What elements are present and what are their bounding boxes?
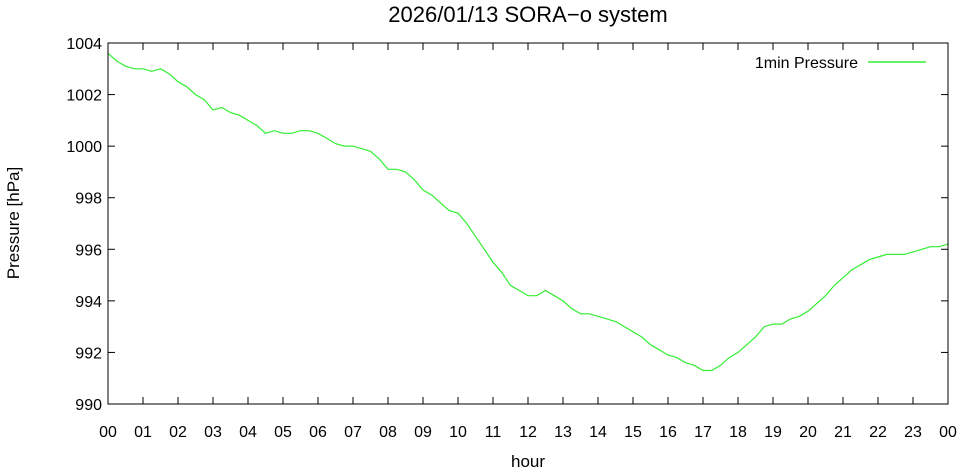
x-tick-label: 14 [589,424,607,441]
x-tick-label: 09 [414,424,432,441]
x-tick-label: 21 [834,424,852,441]
legend: 1min Pressure [755,55,926,72]
x-tick-label: 17 [694,424,712,441]
x-tick-label: 10 [449,424,467,441]
x-tick-label: 04 [239,424,257,441]
x-tick-label: 19 [764,424,782,441]
x-tick-label: 07 [344,424,362,441]
x-tick-label: 11 [485,424,502,441]
y-tick-label: 1004 [66,36,102,53]
x-tick-label: 03 [204,424,222,441]
y-tick-label: 996 [75,242,102,259]
x-tick-label: 22 [869,424,887,441]
x-axis-ticks: 00 01 02 03 04 05 06 07 08 09 10 11 12 13 14 15 16 17 18 19… [99,43,957,441]
y-axis-ticks: 990 992 994 996 998 1000 1002 1004 [66,36,948,414]
y-tick-label: 998 [75,191,102,208]
legend-label-1min-pressure: 1min Pressure [755,55,858,72]
y-tick-label: 994 [75,294,102,311]
x-tick-label: 00 [939,424,957,441]
series-line-1min-pressure [107,52,949,372]
x-tick-label: 02 [169,424,187,441]
x-tick-label: 15 [624,424,642,441]
y-tick-label: 1002 [66,88,102,105]
x-tick-label: 23 [904,424,922,441]
x-tick-label: 20 [799,424,817,441]
x-tick-label: 01 [134,424,152,441]
y-tick-label: 990 [75,397,102,414]
x-axis-label: hour [511,452,545,471]
x-tick-label: 00 [99,424,117,441]
x-tick-label: 08 [379,424,397,441]
x-tick-label: 13 [554,424,572,441]
x-tick-label: 16 [659,424,677,441]
x-tick-label: 18 [729,424,747,441]
x-tick-label: 05 [274,424,292,441]
x-tick-label: 06 [309,424,327,441]
y-axis-label: Pressure [hPa] [4,167,23,279]
y-tick-label: 992 [75,345,102,362]
plot-frame [107,42,949,405]
x-tick-label: 12 [519,424,537,441]
y-tick-label: 1000 [66,139,102,156]
chart-title: 2026/01/13 SORA−o system [388,2,667,27]
